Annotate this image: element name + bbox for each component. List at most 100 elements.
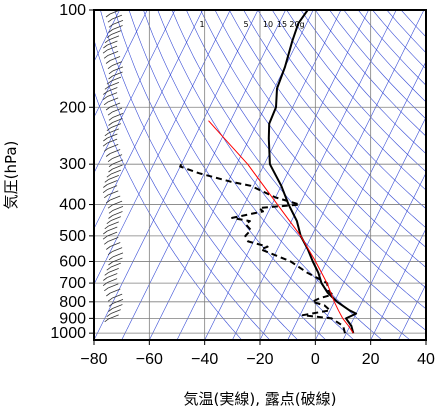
series-group <box>179 10 358 334</box>
wind-barb <box>107 87 118 92</box>
wind-barb-flag <box>102 235 108 240</box>
wind-barb-flag <box>108 122 113 126</box>
wind-barb-flag <box>106 266 112 271</box>
wind-barb <box>106 45 118 51</box>
adiabat-line <box>214 10 426 268</box>
wind-barb-flag <box>104 132 110 137</box>
wind-barb-flag <box>105 106 111 111</box>
wind-barb <box>109 102 121 108</box>
adiabat-line <box>300 10 426 155</box>
wind-barb-flag <box>108 261 113 266</box>
mixing-ratio-label: 5 <box>243 20 248 29</box>
wind-barb-flag <box>104 272 109 276</box>
x-tick-label: −40 <box>191 351 218 368</box>
y-tick-label: 1000 <box>50 325 86 342</box>
adiabat-line <box>171 10 426 331</box>
wind-barb <box>110 288 121 294</box>
x-tick-label: −20 <box>246 351 273 368</box>
wind-barb <box>112 25 123 30</box>
wind-barb <box>110 123 122 129</box>
wind-barb <box>106 231 118 237</box>
wind-barb-flag <box>102 189 108 193</box>
wind-barb-flag <box>104 179 110 183</box>
wind-barb-flag <box>106 313 111 317</box>
wind-barb <box>107 180 118 185</box>
wind-barb <box>110 242 121 247</box>
isotherm-line <box>259 10 425 340</box>
wind-barb <box>112 66 124 72</box>
wind-barb-flag <box>106 127 112 131</box>
wind-barb <box>112 205 124 211</box>
wind-barb-flag <box>108 70 114 75</box>
y-tick-label: 500 <box>59 228 86 245</box>
wind-barb <box>112 118 123 123</box>
wind-barb-flag <box>103 55 109 59</box>
wind-barb <box>110 309 121 315</box>
wind-barb <box>106 278 118 284</box>
wind-barb <box>112 164 123 170</box>
adiabat-line <box>157 10 411 340</box>
adiabat-line <box>271 10 426 191</box>
wind-barb <box>112 252 124 258</box>
wind-barb-flag <box>102 49 108 54</box>
wind-barb-flag <box>108 163 114 168</box>
mixing-ratio-label: 15 <box>277 20 287 29</box>
wind-barb-flag <box>104 287 109 292</box>
adiabat-line <box>100 10 299 340</box>
wind-barb <box>112 19 124 25</box>
wind-barb-flag <box>108 303 114 307</box>
wind-barb <box>108 221 119 227</box>
isotherm-line <box>315 116 426 340</box>
wind-barb-flag <box>106 80 112 85</box>
y-axis-title: 気圧(hPa) <box>2 141 20 210</box>
isotherm-line <box>94 10 259 340</box>
wind-barb <box>110 149 121 154</box>
wind-barb-flag <box>103 91 108 95</box>
wind-barb-flag <box>107 18 113 23</box>
y-tick-label: 800 <box>59 294 86 311</box>
wind-barb <box>112 298 124 304</box>
wind-barb-flag <box>108 24 114 28</box>
wind-barb-flag <box>102 96 108 100</box>
wind-barb-flag <box>103 194 109 199</box>
wind-barb <box>107 50 119 56</box>
wind-barb <box>111 14 123 20</box>
wind-barb <box>112 257 123 263</box>
wind-barb-flag <box>103 148 109 152</box>
wind-barb <box>108 128 120 134</box>
isotherm-line <box>94 10 231 285</box>
wind-barb-flag <box>103 101 109 106</box>
wind-barb-flag <box>105 13 111 18</box>
adiabat-line <box>186 10 426 310</box>
adiabat-line <box>94 90 243 340</box>
y-tick-label: 300 <box>59 156 86 173</box>
wind-barbs <box>102 10 124 323</box>
isotherm-line <box>370 227 426 340</box>
wind-barb-flag <box>107 251 113 255</box>
wind-barb-flag <box>104 241 109 245</box>
y-tick-label: 700 <box>59 275 86 292</box>
wind-barb-flag <box>104 318 109 323</box>
wind-barb <box>106 92 118 98</box>
wind-barb <box>112 293 123 299</box>
wind-barb <box>107 273 118 278</box>
adiabat-line <box>143 10 383 340</box>
wind-barb-flag <box>105 199 111 204</box>
x-axis-title: 気温(実線), 露点(破線) <box>184 390 337 408</box>
mixing-ratio-labels: 1 5 10 15 20g <box>199 20 304 29</box>
isotherm-line <box>425 339 426 340</box>
isotherm-line <box>204 10 369 340</box>
wind-barb-flag <box>103 184 108 188</box>
wind-barb <box>112 112 124 118</box>
mixing-ratio-label: 10 <box>263 20 273 29</box>
wind-barb <box>111 61 123 67</box>
wind-barb-flag <box>108 215 113 219</box>
wind-barb <box>110 262 121 268</box>
adiabat-line <box>243 10 426 229</box>
wind-barb-flag <box>106 34 112 38</box>
wind-barb <box>112 159 124 165</box>
wind-barb-flag <box>102 142 108 147</box>
wind-barb-flag <box>108 308 113 312</box>
wind-barb-flag <box>108 117 114 121</box>
